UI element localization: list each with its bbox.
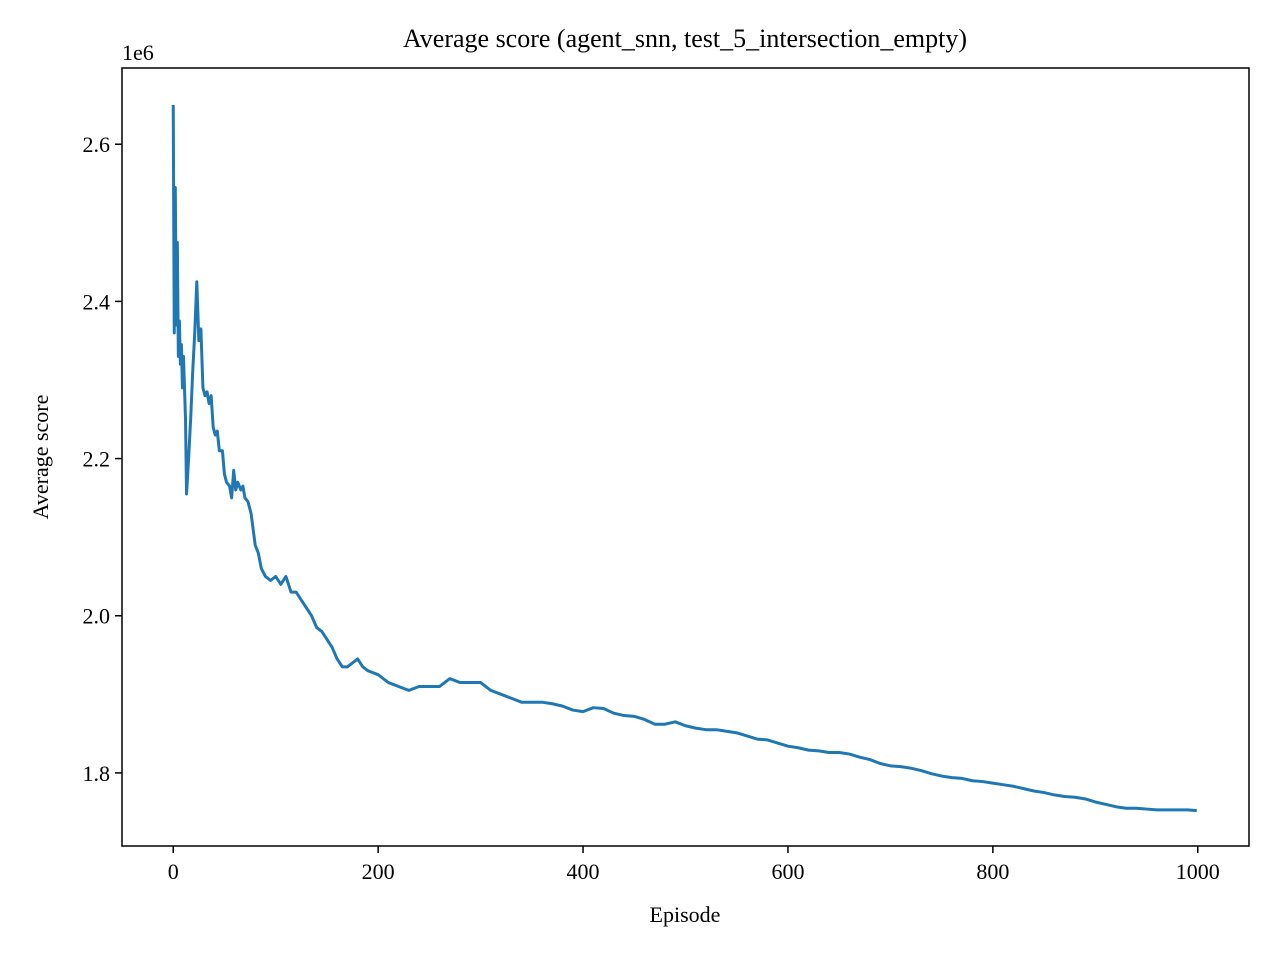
plot-frame [121, 67, 1250, 847]
line-series [171, 104, 1197, 813]
y-axis-label: Average score [28, 395, 53, 520]
x-tick-label: 400 [567, 859, 600, 884]
x-tick-label: 200 [362, 859, 395, 884]
x-tick-label: 0 [168, 859, 179, 884]
y-offset-label: 1e6 [122, 40, 154, 65]
y-tick-label: 2.0 [83, 604, 111, 629]
x-tick-label: 800 [976, 859, 1009, 884]
x-tick-label: 600 [771, 859, 804, 884]
x-tick-label: 1000 [1176, 859, 1220, 884]
chart-title: Average score (agent_snn, test_5_interse… [403, 24, 967, 53]
y-tick-label: 2.4 [83, 289, 111, 314]
x-axis-label: Episode [650, 902, 721, 927]
y-tick-label: 2.6 [83, 132, 111, 157]
y-tick-label: 2.2 [83, 447, 111, 472]
y-tick-label: 1.8 [83, 761, 111, 786]
